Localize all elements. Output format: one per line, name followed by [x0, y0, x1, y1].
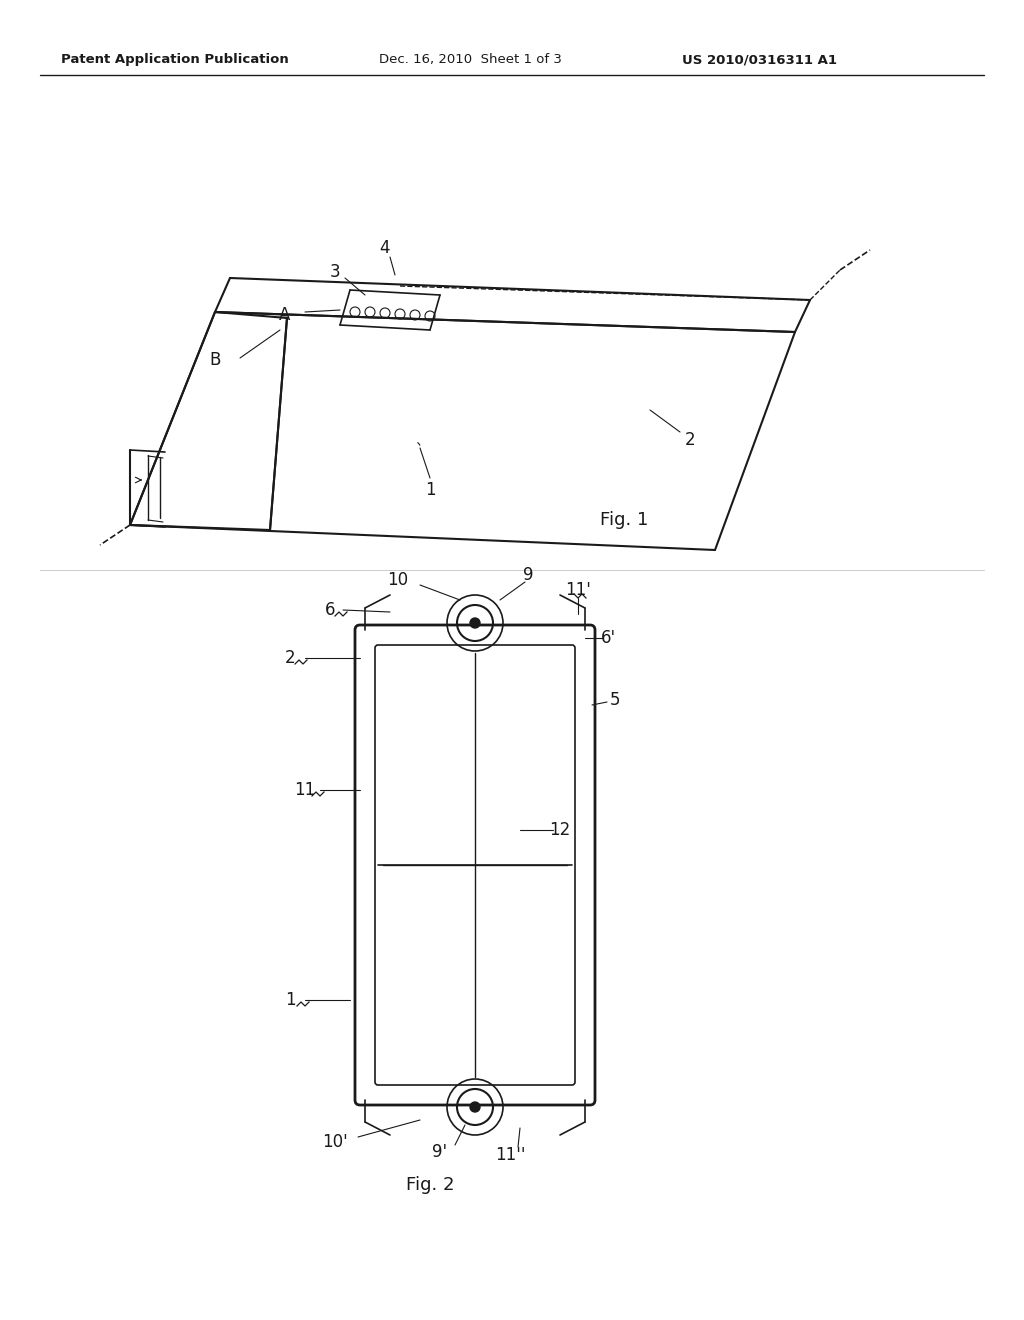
- Text: 6: 6: [325, 601, 335, 619]
- Text: Dec. 16, 2010  Sheet 1 of 3: Dec. 16, 2010 Sheet 1 of 3: [379, 54, 561, 66]
- Text: 11: 11: [294, 781, 315, 799]
- Text: 4: 4: [380, 239, 390, 257]
- Text: B: B: [209, 351, 221, 370]
- Text: 9: 9: [522, 566, 534, 583]
- Text: 10: 10: [387, 572, 409, 589]
- Circle shape: [470, 1102, 480, 1111]
- Text: Fig. 2: Fig. 2: [406, 1176, 455, 1195]
- Text: A: A: [280, 306, 291, 323]
- Text: 3: 3: [330, 263, 340, 281]
- Text: 6': 6': [600, 630, 615, 647]
- FancyBboxPatch shape: [355, 624, 595, 1105]
- Text: 5: 5: [609, 690, 621, 709]
- Text: 11': 11': [565, 581, 591, 599]
- Circle shape: [470, 618, 480, 628]
- Text: 1: 1: [285, 991, 295, 1008]
- Text: 1: 1: [425, 480, 435, 499]
- Text: Patent Application Publication: Patent Application Publication: [61, 54, 289, 66]
- Text: Fig. 1: Fig. 1: [600, 511, 648, 529]
- Text: US 2010/0316311 A1: US 2010/0316311 A1: [683, 54, 838, 66]
- Text: 9': 9': [432, 1143, 447, 1162]
- Text: 2: 2: [285, 649, 295, 667]
- Text: 11'': 11'': [495, 1146, 525, 1164]
- Text: 2: 2: [685, 432, 695, 449]
- Text: 10': 10': [323, 1133, 348, 1151]
- FancyBboxPatch shape: [375, 645, 575, 1085]
- Text: 12: 12: [549, 821, 570, 840]
